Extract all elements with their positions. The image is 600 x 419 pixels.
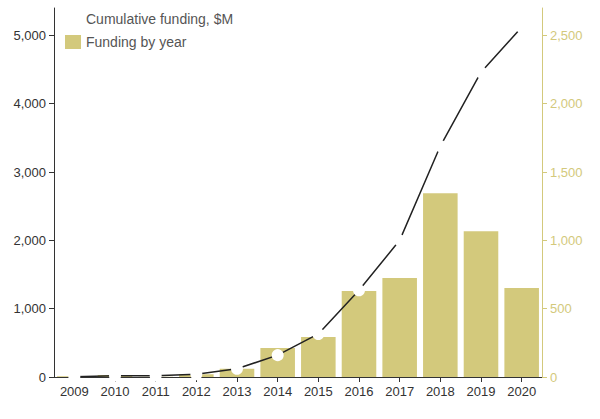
- svg-text:2013: 2013: [223, 384, 252, 399]
- svg-text:2014: 2014: [263, 384, 292, 399]
- svg-text:2010: 2010: [101, 384, 130, 399]
- svg-text:5,000: 5,000: [13, 28, 46, 43]
- svg-text:Cumulative funding, $M: Cumulative funding, $M: [86, 11, 233, 27]
- svg-text:0: 0: [39, 370, 46, 385]
- svg-text:2,000: 2,000: [550, 96, 583, 111]
- svg-text:2015: 2015: [304, 384, 333, 399]
- svg-text:3,000: 3,000: [13, 165, 46, 180]
- svg-text:2019: 2019: [467, 384, 496, 399]
- svg-text:0: 0: [550, 370, 557, 385]
- svg-text:2,000: 2,000: [13, 233, 46, 248]
- svg-text:2012: 2012: [182, 384, 211, 399]
- svg-text:Funding by year: Funding by year: [86, 34, 187, 50]
- svg-text:4,000: 4,000: [13, 96, 46, 111]
- svg-text:2011: 2011: [142, 384, 170, 399]
- svg-text:2017: 2017: [385, 384, 414, 399]
- svg-text:2016: 2016: [345, 384, 374, 399]
- svg-text:2009: 2009: [60, 384, 89, 399]
- svg-text:2,500: 2,500: [550, 28, 583, 43]
- svg-text:2018: 2018: [426, 384, 455, 399]
- svg-text:500: 500: [550, 301, 572, 316]
- svg-text:1,000: 1,000: [13, 301, 46, 316]
- svg-text:2020: 2020: [507, 384, 536, 399]
- svg-text:1,500: 1,500: [550, 165, 583, 180]
- svg-text:1,000: 1,000: [550, 233, 583, 248]
